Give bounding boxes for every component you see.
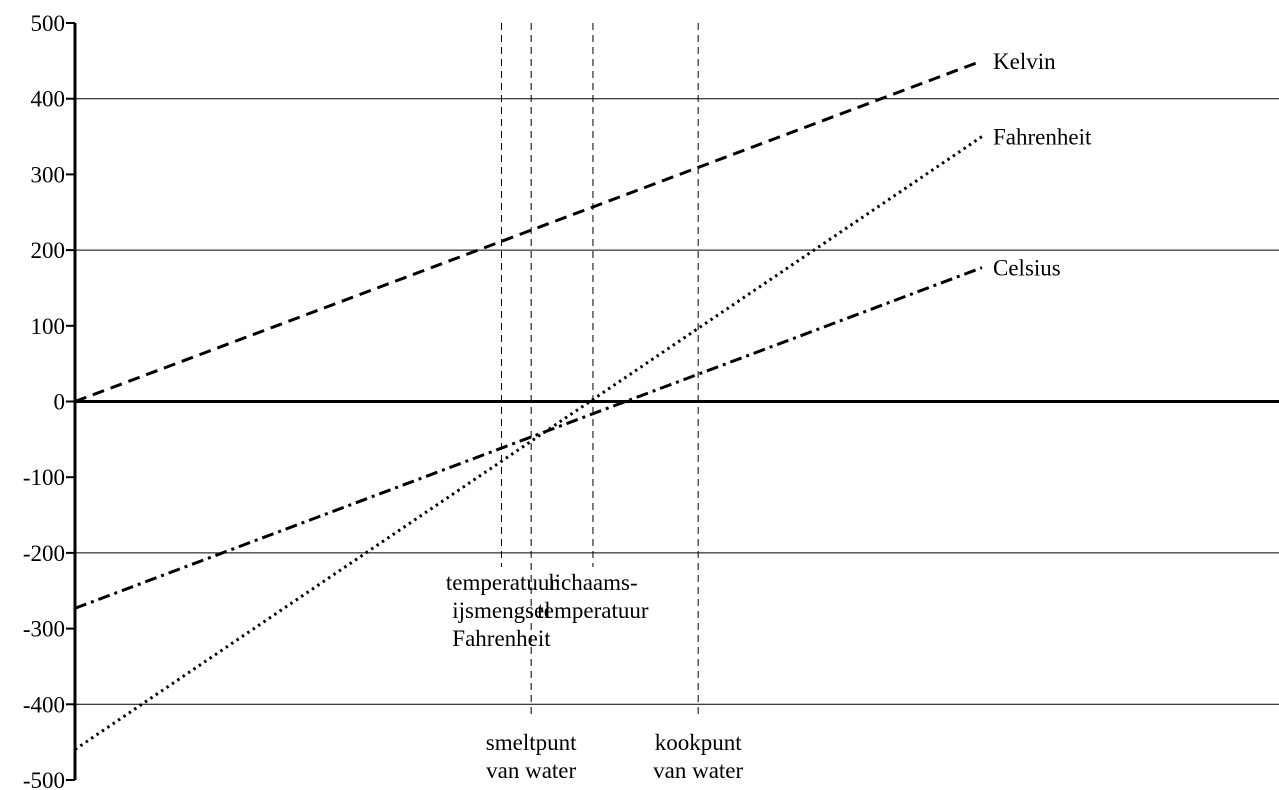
marker-label-kookpunt: kookpunt: [655, 730, 743, 755]
series-label-kelvin: Kelvin: [993, 49, 1056, 74]
y-tick-label: 500: [31, 11, 66, 36]
series-line-kelvin: [74, 59, 983, 403]
labels: temperatuurijsmengselFahrenheitsmeltpunt…: [446, 49, 1092, 783]
series-label-fahrenheit: Fahrenheit: [993, 125, 1092, 150]
marker-label-lichaam: lichaams-: [548, 570, 637, 595]
y-tick-label: 300: [31, 162, 66, 187]
y-tick-label: 200: [31, 238, 66, 263]
series-lines: [74, 59, 983, 751]
y-tick-label: -400: [23, 692, 65, 717]
y-tick-label: -300: [23, 617, 65, 642]
reference-markers: [500, 23, 699, 715]
marker-label-kookpunt: van water: [653, 758, 743, 783]
series-line-celsius: [74, 266, 983, 610]
y-tick-label: 0: [54, 390, 66, 415]
marker-label-ijsmengsel: Fahrenheit: [452, 626, 551, 651]
marker-label-smeltpunt: smeltpunt: [486, 730, 577, 755]
series-label-celsius: Celsius: [993, 256, 1061, 281]
y-tick-label: -500: [23, 768, 65, 790]
marker-label-lichaam: temperatuur: [537, 598, 648, 623]
series-line-fahrenheit: [74, 135, 983, 751]
marker-label-ijsmengsel: ijsmengsel: [452, 598, 550, 623]
y-tick-label: -200: [23, 541, 65, 566]
grid-lines: [75, 98, 1279, 705]
axes: 500 400 300 200 100 0 -100 -200 -300 -400 -500: [23, 11, 1279, 790]
y-tick-label: -100: [23, 465, 65, 490]
y-tick-label: 100: [31, 314, 66, 339]
marker-label-ijsmengsel: temperatuur: [446, 570, 557, 595]
y-tick-label: 400: [31, 87, 66, 112]
marker-label-smeltpunt: van water: [486, 758, 576, 783]
